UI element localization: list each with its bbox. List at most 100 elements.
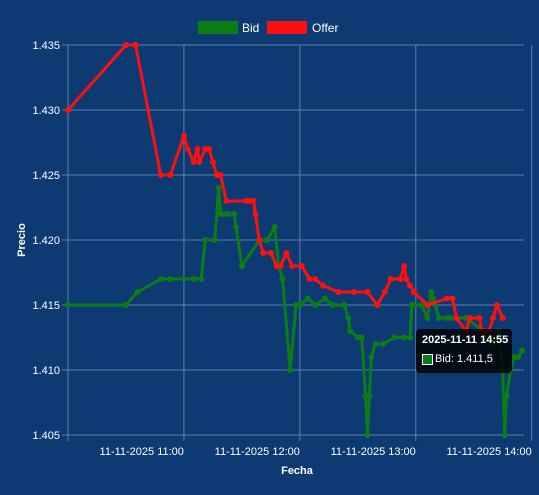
data-point[interactable] [453, 315, 460, 321]
data-point[interactable] [329, 302, 336, 308]
data-point[interactable] [407, 282, 413, 289]
data-point[interactable] [372, 341, 379, 347]
data-point[interactable] [321, 295, 328, 302]
data-point[interactable] [449, 295, 456, 302]
data-point[interactable] [312, 302, 319, 308]
data-point[interactable] [345, 315, 352, 321]
data-point[interactable] [501, 432, 508, 438]
data-point[interactable] [350, 289, 357, 295]
data-point[interactable] [493, 302, 500, 308]
data-point[interactable] [428, 289, 435, 295]
data-point[interactable] [65, 302, 71, 308]
data-point[interactable] [347, 328, 354, 334]
data-point[interactable] [447, 315, 454, 321]
data-point[interactable] [335, 289, 342, 295]
legend-swatch-bid[interactable] [198, 21, 238, 34]
data-point[interactable] [252, 211, 259, 217]
data-point[interactable] [180, 133, 187, 139]
data-point[interactable] [418, 302, 425, 308]
data-point[interactable] [401, 334, 408, 341]
data-point[interactable] [430, 295, 437, 302]
data-point[interactable] [403, 276, 410, 282]
data-point[interactable] [499, 315, 506, 321]
data-point[interactable] [410, 302, 417, 308]
data-point[interactable] [304, 295, 311, 302]
data-point[interactable] [233, 224, 240, 230]
data-point[interactable] [194, 146, 201, 152]
data-point[interactable] [260, 250, 267, 256]
data-point[interactable] [279, 276, 286, 282]
legend-label-bid[interactable]: Bid [242, 21, 259, 35]
data-point[interactable] [65, 107, 71, 113]
data-point[interactable] [519, 347, 526, 354]
data-point[interactable] [184, 146, 191, 152]
data-point[interactable] [267, 250, 274, 256]
data-point[interactable] [167, 172, 174, 178]
legend-swatch-offer[interactable] [267, 21, 307, 34]
data-point[interactable] [381, 289, 388, 295]
data-point[interactable] [424, 302, 431, 308]
data-point[interactable] [250, 198, 257, 204]
data-point[interactable] [271, 224, 278, 230]
data-point[interactable] [443, 295, 450, 302]
data-point[interactable] [368, 354, 375, 360]
data-point[interactable] [312, 276, 319, 282]
data-point[interactable] [341, 302, 348, 308]
data-point[interactable] [238, 263, 245, 269]
data-point[interactable] [196, 159, 203, 165]
data-point[interactable] [215, 185, 222, 191]
data-point[interactable] [306, 276, 313, 282]
data-point[interactable] [122, 302, 129, 308]
data-point[interactable] [206, 146, 213, 152]
data-point[interactable] [287, 367, 294, 373]
data-point[interactable] [397, 276, 404, 282]
data-point[interactable] [401, 263, 408, 269]
data-point[interactable] [190, 276, 197, 282]
data-point[interactable] [256, 237, 263, 243]
data-point[interactable] [366, 393, 373, 399]
data-point[interactable] [277, 263, 284, 269]
data-point[interactable] [424, 315, 431, 321]
data-point[interactable] [476, 315, 483, 321]
data-point[interactable] [466, 315, 473, 321]
y-tick-label: 1.425 [32, 170, 60, 182]
data-point[interactable] [515, 354, 522, 360]
data-point[interactable] [387, 276, 394, 282]
data-point[interactable] [198, 276, 205, 282]
data-point[interactable] [410, 289, 417, 295]
data-point[interactable] [167, 276, 174, 282]
x-tick-label: 11-11-2025 14:00 [447, 446, 532, 458]
chart-legend[interactable]: Bid Offer [198, 21, 338, 35]
data-point[interactable] [296, 302, 303, 308]
data-point[interactable] [503, 393, 510, 399]
data-point[interactable] [364, 289, 371, 295]
data-point[interactable] [223, 198, 230, 204]
data-point[interactable] [379, 341, 386, 347]
data-point[interactable] [435, 315, 442, 321]
data-point[interactable] [490, 315, 497, 321]
data-point[interactable] [289, 263, 296, 269]
data-point[interactable] [190, 159, 197, 165]
data-point[interactable] [264, 237, 271, 243]
data-point[interactable] [407, 334, 413, 341]
data-point[interactable] [231, 211, 238, 217]
x-tick-label: 11-11-2025 12:00 [215, 446, 300, 458]
data-point[interactable] [283, 250, 290, 256]
data-point[interactable] [132, 42, 139, 48]
data-point[interactable] [134, 289, 141, 295]
data-point[interactable] [320, 282, 327, 289]
data-point[interactable] [211, 237, 218, 243]
data-point[interactable] [225, 211, 232, 217]
data-point[interactable] [298, 263, 305, 269]
data-point[interactable] [202, 237, 209, 243]
data-point[interactable] [157, 172, 164, 178]
data-point[interactable] [391, 334, 398, 341]
data-point[interactable] [209, 159, 216, 165]
data-point[interactable] [157, 276, 164, 282]
data-point[interactable] [217, 172, 224, 178]
data-point[interactable] [122, 42, 129, 48]
data-point[interactable] [374, 302, 381, 308]
legend-label-offer[interactable]: Offer [312, 21, 338, 35]
data-point[interactable] [364, 432, 371, 438]
data-point[interactable] [358, 334, 365, 341]
